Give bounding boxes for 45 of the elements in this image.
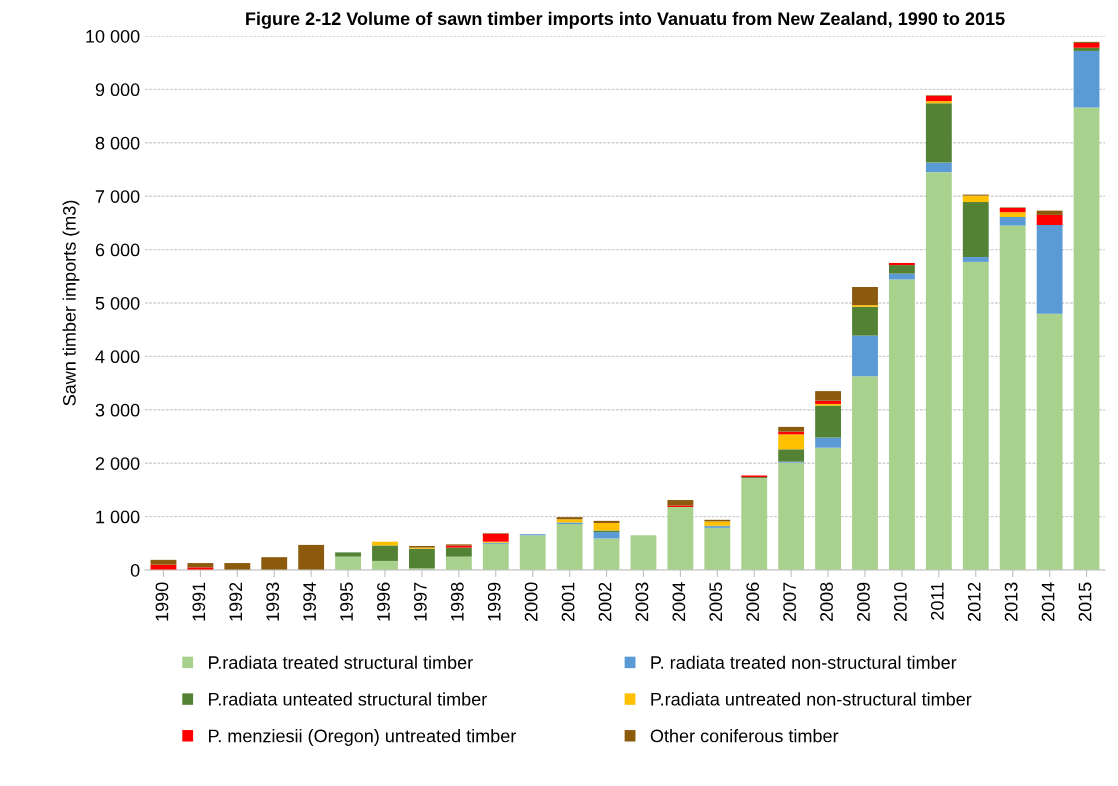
x-tick-label: 1991 xyxy=(192,582,206,621)
x-tick-label: 2011 xyxy=(930,582,944,620)
x-tick-label: 1992 xyxy=(229,582,243,621)
x-tick-label: 2012 xyxy=(967,582,981,622)
x-tick-label: 1993 xyxy=(266,582,280,621)
x-tick-label: 2003 xyxy=(635,582,649,622)
x-tick-label: 2001 xyxy=(561,582,575,622)
legend-label: P.radiata untreated non-structural timber xyxy=(651,692,972,706)
y-tick-label: 7 000 xyxy=(95,190,140,203)
y-tick-label: 5 000 xyxy=(95,296,140,310)
x-tick-label: 1997 xyxy=(413,582,427,621)
x-tick-label: 1998 xyxy=(450,582,464,621)
y-tick-label: 0 xyxy=(130,563,140,577)
x-tick-label: 1999 xyxy=(487,582,501,621)
y-axis-title: Sawn timber imports (m3) xyxy=(62,200,80,406)
x-tick-label: 1990 xyxy=(155,582,169,621)
x-tick-label: 2013 xyxy=(1004,582,1018,622)
x-tick-label: 2002 xyxy=(598,582,612,622)
x-tick-label: 1995 xyxy=(340,582,353,621)
y-tick-label: 3 000 xyxy=(95,403,140,417)
x-tick-label: 2014 xyxy=(1041,582,1055,622)
x-tick-label: 2006 xyxy=(746,582,760,622)
legend-label: Other coniferous timber xyxy=(650,729,839,743)
y-tick-label: 8 000 xyxy=(95,136,140,150)
chart-title: Figure 2-12 Volume of sawn timber imports into Vanuatu from New Zealand, 1990 to 2015 xyxy=(246,11,1005,29)
x-tick-label: 1996 xyxy=(377,582,390,621)
legend-label: P. menziesii (Oregon) untreated timber xyxy=(209,729,517,746)
y-tick-label: 10 000 xyxy=(86,29,140,43)
y-tick-label: 4 000 xyxy=(95,350,140,364)
y-tick-label: 9 000 xyxy=(95,83,140,97)
x-tick-label: 2009 xyxy=(857,582,870,622)
y-tick-label: 2 000 xyxy=(95,457,140,470)
legend-label: P. radiata treated non-structural timber xyxy=(651,655,957,669)
x-tick-label: 2007 xyxy=(783,582,796,622)
x-tick-label: 2010 xyxy=(893,582,907,622)
x-tick-label: 2004 xyxy=(672,582,686,622)
x-tick-label: 1994 xyxy=(303,582,316,621)
x-tick-label: 2000 xyxy=(524,582,538,622)
x-tick-label: 2015 xyxy=(1078,582,1092,622)
legend-label: P.radiata treated structural timber xyxy=(209,655,473,669)
legend-label: P.radiata unteated structural timber xyxy=(209,692,487,706)
x-tick-label: 2008 xyxy=(820,582,833,622)
y-tick-label: 1 000 xyxy=(96,510,140,524)
x-tick-label: 2005 xyxy=(709,582,723,622)
y-tick-label: 6 000 xyxy=(95,243,140,257)
